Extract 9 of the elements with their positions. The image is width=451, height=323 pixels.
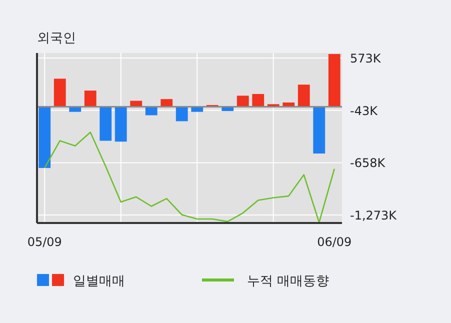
y-tick-label: -43K <box>350 104 379 118</box>
x-tick-label: 05/09 <box>27 235 62 249</box>
y-tick-label: 573K <box>350 52 382 66</box>
chart-title: 외국인 <box>37 31 76 46</box>
y-tick-label: -1,273K <box>350 208 398 223</box>
legend-label: 누적 매매동향 <box>247 274 330 289</box>
x-tick-label: 06/09 <box>317 235 352 249</box>
legend-label: 일별매매 <box>73 274 125 289</box>
y-tick-label: -658K <box>350 156 386 170</box>
